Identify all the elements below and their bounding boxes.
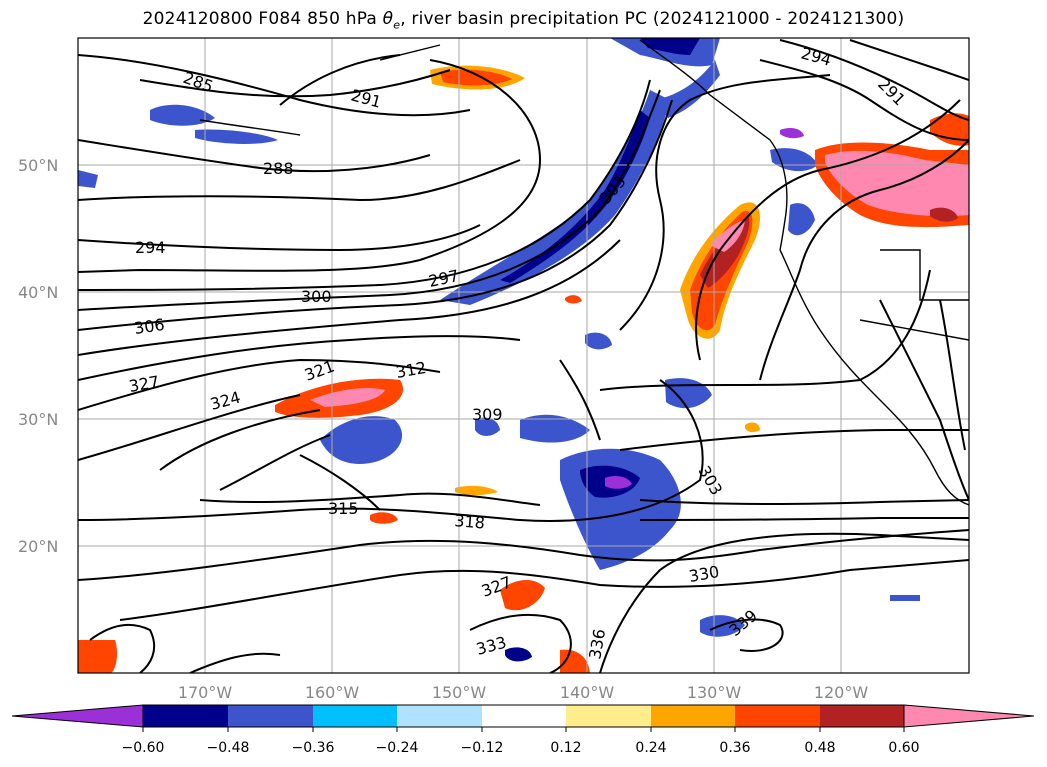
colorbar-tick: 0.12 xyxy=(550,740,581,756)
colorbar-segment xyxy=(143,705,228,727)
map-panel: 285 291 288 294 297 300 303 306 312 321 … xyxy=(78,38,969,673)
colorbar-tick: −0.36 xyxy=(292,740,335,756)
lat-label-20n: 20°N xyxy=(18,537,58,556)
latitude-labels: 50°N 40°N 30°N 20°N xyxy=(18,156,58,556)
contour-label: 294 xyxy=(135,238,166,257)
lon-label-140w: 140°W xyxy=(560,683,615,702)
lat-label-30n: 30°N xyxy=(18,410,58,429)
colorbar-tick: 0.24 xyxy=(635,740,666,756)
colorbar-tick: −0.12 xyxy=(461,740,504,756)
colorbar: −0.60 −0.48 −0.36 −0.24 −0.12 0.12 0.24 … xyxy=(11,704,1035,756)
lat-label-40n: 40°N xyxy=(18,283,58,302)
colorbar-tick: −0.60 xyxy=(122,740,165,756)
colorbar-segment xyxy=(397,705,482,727)
lon-label-120w: 120°W xyxy=(814,683,869,702)
coastline xyxy=(199,39,969,506)
map-frame xyxy=(77,37,970,674)
contour-label: 315 xyxy=(328,499,359,518)
colorbar-segment xyxy=(313,705,397,727)
colorbar-tick: 0.60 xyxy=(888,740,919,756)
contour-label: 309 xyxy=(472,405,503,424)
colorbar-tick: −0.48 xyxy=(207,740,250,756)
colorbar-segment xyxy=(482,705,566,727)
map-title: 2024120800 F084 850 hPa θe, river basin … xyxy=(142,9,905,32)
colorbar-segment xyxy=(566,705,651,727)
colorbar-segment xyxy=(228,705,313,727)
lon-label-160w: 160°W xyxy=(305,683,360,702)
colorbar-extend-max xyxy=(903,704,1035,728)
colorbar-segment xyxy=(735,705,820,727)
contour-label: 306 xyxy=(133,315,166,338)
colorbar-tick: 0.48 xyxy=(804,740,835,756)
contour-label: 318 xyxy=(454,511,486,533)
lat-label-50n: 50°N xyxy=(18,156,58,175)
colorbar-tick: 0.36 xyxy=(719,740,750,756)
contour-label: 300 xyxy=(301,287,332,306)
longitude-labels: 170°W 160°W 150°W 140°W 130°W 120°W xyxy=(178,683,869,702)
colorbar-extend-min xyxy=(11,704,144,728)
lon-label-130w: 130°W xyxy=(687,683,742,702)
lon-label-170w: 170°W xyxy=(178,683,233,702)
colorbar-segment xyxy=(820,705,904,727)
colorbar-tick: −0.24 xyxy=(376,740,419,756)
theta-e-contours xyxy=(78,39,969,673)
contour-label: 288 xyxy=(263,159,294,178)
colorbar-segment xyxy=(651,705,735,727)
lon-label-150w: 150°W xyxy=(432,683,487,702)
